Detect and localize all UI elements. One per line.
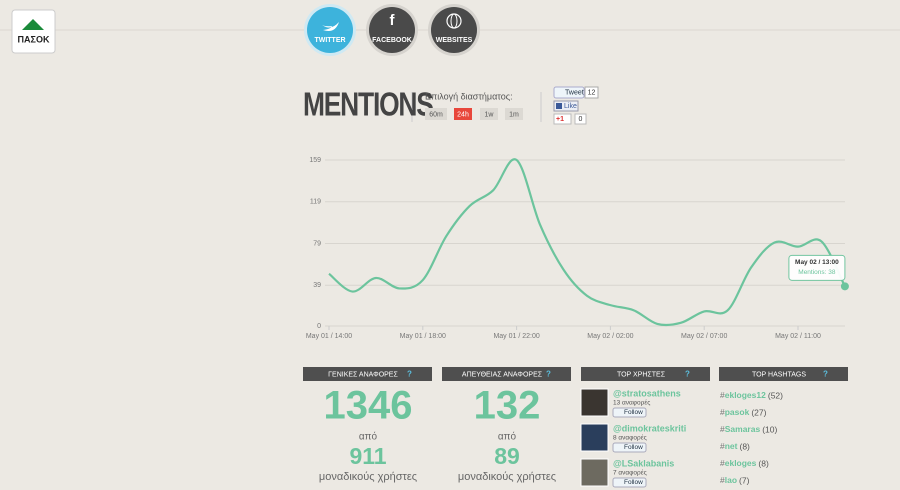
- nav-label: WEBSITES: [436, 37, 473, 44]
- stat-unique: 911: [349, 443, 386, 469]
- hashtag[interactable]: #ekloges: [720, 458, 757, 468]
- stat-unique-label: μοναδικούς χρήστες: [319, 471, 417, 483]
- stat-from: από: [498, 431, 517, 443]
- avatar[interactable]: [580, 388, 609, 417]
- help-icon[interactable]: ?: [685, 370, 690, 379]
- stat-unique: 89: [494, 443, 520, 469]
- panel-header: [581, 367, 710, 381]
- logo-box[interactable]: [11, 9, 56, 54]
- stat-total: 132: [474, 384, 541, 428]
- user-handle[interactable]: @LSaklabanis: [613, 458, 674, 468]
- panel-header: [719, 367, 848, 381]
- hashtag-count: (52): [768, 390, 783, 400]
- fb-icon: [556, 103, 562, 109]
- range-label: Επιλογή διαστήματος:: [425, 91, 513, 101]
- nav-button[interactable]: [369, 7, 415, 53]
- x-tick-label: May 02 / 02:00: [587, 333, 633, 340]
- hashtag-count: (10): [762, 424, 777, 434]
- tweet-count-box: [584, 86, 599, 99]
- y-tick-label: 159: [309, 157, 321, 164]
- x-tick-label: May 02 / 11:00: [775, 333, 821, 340]
- follow-button[interactable]: [612, 477, 647, 488]
- follow-label: Follow: [624, 409, 643, 416]
- range-button[interactable]: [505, 108, 523, 120]
- hashtag[interactable]: #net: [720, 441, 738, 451]
- help-icon[interactable]: ?: [407, 370, 412, 379]
- x-tick-label: May 01 / 22:00: [493, 333, 539, 340]
- plusone-count: 0: [579, 116, 583, 123]
- range-label: 1m: [509, 111, 519, 118]
- panel-title: TOP ΧΡΗΣΤΕΣ: [617, 371, 666, 378]
- range-label: 1w: [485, 111, 495, 118]
- tweet-button[interactable]: [553, 86, 585, 99]
- follow-button[interactable]: [612, 407, 647, 418]
- stat-total: 1346: [324, 384, 413, 428]
- plusone-button[interactable]: [553, 113, 572, 125]
- tweet-count: 12: [588, 89, 596, 96]
- panel-header: [442, 367, 571, 381]
- avatar[interactable]: [580, 423, 609, 452]
- hashtag[interactable]: #lao: [720, 475, 737, 485]
- panel-title: ΑΠΕΥΘΕΙΑΣ ΑΝΑΦΟΡΕΣ: [462, 371, 543, 378]
- user-handle[interactable]: @stratosathens: [613, 388, 681, 398]
- hashtag[interactable]: #pasok: [720, 407, 750, 417]
- tooltip-title: May 02 / 13:00: [795, 259, 839, 266]
- nav-label: TWITTER: [314, 37, 345, 44]
- logo-sun: [22, 19, 44, 30]
- plusone-text: +1: [556, 116, 564, 123]
- hashtag[interactable]: #ekloges12: [720, 390, 766, 400]
- hashtag[interactable]: #Samaras: [720, 424, 760, 434]
- plusone-count-box: [574, 113, 587, 125]
- facebook-icon: f: [390, 12, 396, 29]
- panel-title: ΓΕΝΙΚΕΣ ΑΝΑΦΟΡΕΣ: [328, 371, 398, 378]
- twitter-icon: [321, 22, 339, 31]
- y-tick-label: 79: [313, 240, 321, 247]
- hover-point: [840, 282, 849, 291]
- follow-label: Follow: [624, 479, 643, 486]
- user-handle[interactable]: @dimokrateskriti: [613, 423, 686, 433]
- like-button[interactable]: [553, 100, 579, 112]
- tooltip: [788, 254, 846, 281]
- x-tick-label: May 02 / 07:00: [681, 333, 727, 340]
- tooltip-label: Mentions: 38: [798, 269, 836, 276]
- help-icon[interactable]: ?: [546, 370, 551, 379]
- line-series: [328, 158, 846, 327]
- hashtag-count: (8): [739, 441, 750, 451]
- panel-header: [303, 367, 432, 381]
- range-button[interactable]: [425, 108, 447, 120]
- nav-label: FACEBOOK: [372, 37, 412, 44]
- hashtag-count: (8): [758, 458, 769, 468]
- stat-unique-label: μοναδικούς χρήστες: [458, 471, 556, 483]
- user-mentions: 13 αναφορές: [613, 399, 650, 407]
- avatar[interactable]: [580, 458, 609, 487]
- hashtag-count: (7): [739, 475, 750, 485]
- social: Tweet 12 Like +1 0: [553, 86, 599, 125]
- y-tick-label: 39: [313, 282, 321, 289]
- help-icon[interactable]: ?: [823, 370, 828, 379]
- nav-button[interactable]: [431, 7, 477, 53]
- page-title: MENTIONS: [303, 87, 433, 123]
- hashtag-count: (27): [751, 407, 766, 417]
- tweet-text: Tweet: [565, 89, 584, 96]
- x-tick-label: May 01 / 18:00: [400, 333, 446, 340]
- globe-icon: [450, 13, 458, 29]
- follow-label: Follow: [624, 444, 643, 451]
- follow-button[interactable]: [612, 442, 647, 453]
- range-button[interactable]: [480, 108, 498, 120]
- panel-title: TOP HASHTAGS: [752, 371, 806, 378]
- like-text: Like: [564, 103, 577, 110]
- user-mentions: 7 αναφορές: [613, 469, 647, 477]
- y-tick-label: 0: [317, 323, 321, 330]
- user-mentions: 8 αναφορές: [613, 434, 647, 442]
- range-label: 24h: [457, 111, 469, 118]
- range-label: 60m: [429, 111, 443, 118]
- logo-text: ΠΑΣΟΚ: [18, 34, 50, 44]
- y-tick-label: 119: [310, 199, 321, 206]
- range-button[interactable]: [454, 108, 472, 120]
- x-tick-label: May 01 / 14:00: [306, 333, 352, 340]
- stat-from: από: [359, 431, 378, 443]
